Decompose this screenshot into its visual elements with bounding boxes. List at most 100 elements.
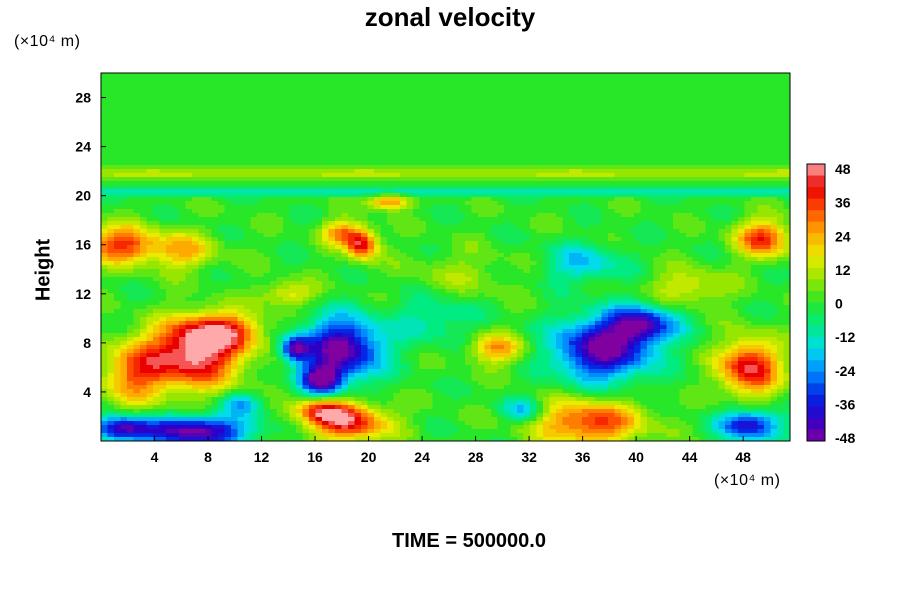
field-cell <box>458 89 466 94</box>
field-cell <box>159 193 167 198</box>
field-cell <box>406 101 414 106</box>
field-cell <box>439 213 447 218</box>
field-cell <box>608 237 616 242</box>
field-cell <box>341 221 349 226</box>
field-cell <box>731 213 739 218</box>
field-cell <box>322 181 330 186</box>
field-cell <box>686 121 694 126</box>
field-cell <box>731 161 739 166</box>
field-cell <box>387 105 395 110</box>
field-cell <box>133 109 141 114</box>
field-cell <box>328 97 336 102</box>
field-cell <box>179 173 187 178</box>
field-cell <box>400 161 408 166</box>
field-cell <box>783 221 790 226</box>
field-cell <box>322 189 330 194</box>
field-cell <box>556 225 564 230</box>
field-cell <box>185 241 193 246</box>
field-cell <box>673 205 681 210</box>
field-cell <box>686 113 694 118</box>
field-cell <box>647 249 655 254</box>
field-cell <box>218 85 226 90</box>
field-cell <box>361 89 369 94</box>
field-cell <box>439 189 447 194</box>
field-cell <box>744 93 752 98</box>
field-cell <box>783 201 790 206</box>
field-cell <box>361 257 369 262</box>
field-cell <box>614 249 622 254</box>
field-cell <box>335 185 343 190</box>
field-cell <box>205 137 213 142</box>
field-cell <box>504 217 512 222</box>
field-cell <box>270 73 278 78</box>
field-cell <box>478 157 486 162</box>
field-cell <box>432 77 440 82</box>
field-cell <box>452 145 460 150</box>
field-cell <box>439 257 447 262</box>
field-cell <box>374 249 382 254</box>
field-cell <box>413 93 421 98</box>
field-cell <box>322 153 330 158</box>
field-cell <box>523 237 531 242</box>
field-cell <box>114 205 122 210</box>
field-cell <box>699 89 707 94</box>
field-cell <box>595 173 603 178</box>
field-cell <box>536 73 544 78</box>
field-cell <box>367 121 375 126</box>
field-cell <box>712 229 720 234</box>
field-cell <box>757 153 765 158</box>
field-cell <box>556 205 564 210</box>
field-cell <box>523 161 531 166</box>
field-cell <box>627 109 635 114</box>
field-cell <box>237 253 245 258</box>
field-cell <box>179 245 187 250</box>
field-cell <box>640 169 648 174</box>
field-cell <box>289 137 297 142</box>
field-cell <box>354 153 362 158</box>
field-cell <box>458 237 466 242</box>
field-cell <box>601 213 609 218</box>
field-cell <box>712 249 720 254</box>
field-cell <box>465 237 473 242</box>
field-cell <box>419 185 427 190</box>
field-cell <box>120 257 128 262</box>
field-cell <box>283 233 291 238</box>
field-cell <box>179 137 187 142</box>
field-cell <box>504 129 512 134</box>
field-cell <box>283 81 291 86</box>
field-cell <box>725 85 733 90</box>
field-cell <box>562 181 570 186</box>
field-cell <box>718 133 726 138</box>
field-cell <box>738 149 746 154</box>
field-cell <box>289 177 297 182</box>
field-cell <box>588 249 596 254</box>
field-cell <box>185 153 193 158</box>
field-cell <box>549 129 557 134</box>
field-cell <box>673 229 681 234</box>
field-cell <box>393 237 401 242</box>
field-cell <box>374 109 382 114</box>
field-cell <box>478 85 486 90</box>
field-cell <box>153 213 161 218</box>
field-cell <box>192 113 200 118</box>
field-cell <box>595 193 603 198</box>
field-cell <box>757 253 765 258</box>
field-cell <box>179 117 187 122</box>
field-cell <box>406 149 414 154</box>
field-cell <box>673 165 681 170</box>
field-cell <box>296 241 304 246</box>
field-cell <box>224 109 232 114</box>
field-cell <box>536 145 544 150</box>
field-cell <box>172 181 180 186</box>
field-cell <box>107 145 115 150</box>
field-cell <box>536 225 544 230</box>
field-cell <box>510 141 518 146</box>
field-cell <box>640 117 648 122</box>
field-cell <box>452 81 460 86</box>
field-cell <box>634 137 642 142</box>
field-cell <box>738 249 746 254</box>
field-cell <box>686 185 694 190</box>
field-cell <box>361 173 369 178</box>
field-cell <box>179 77 187 82</box>
field-cell <box>575 113 583 118</box>
